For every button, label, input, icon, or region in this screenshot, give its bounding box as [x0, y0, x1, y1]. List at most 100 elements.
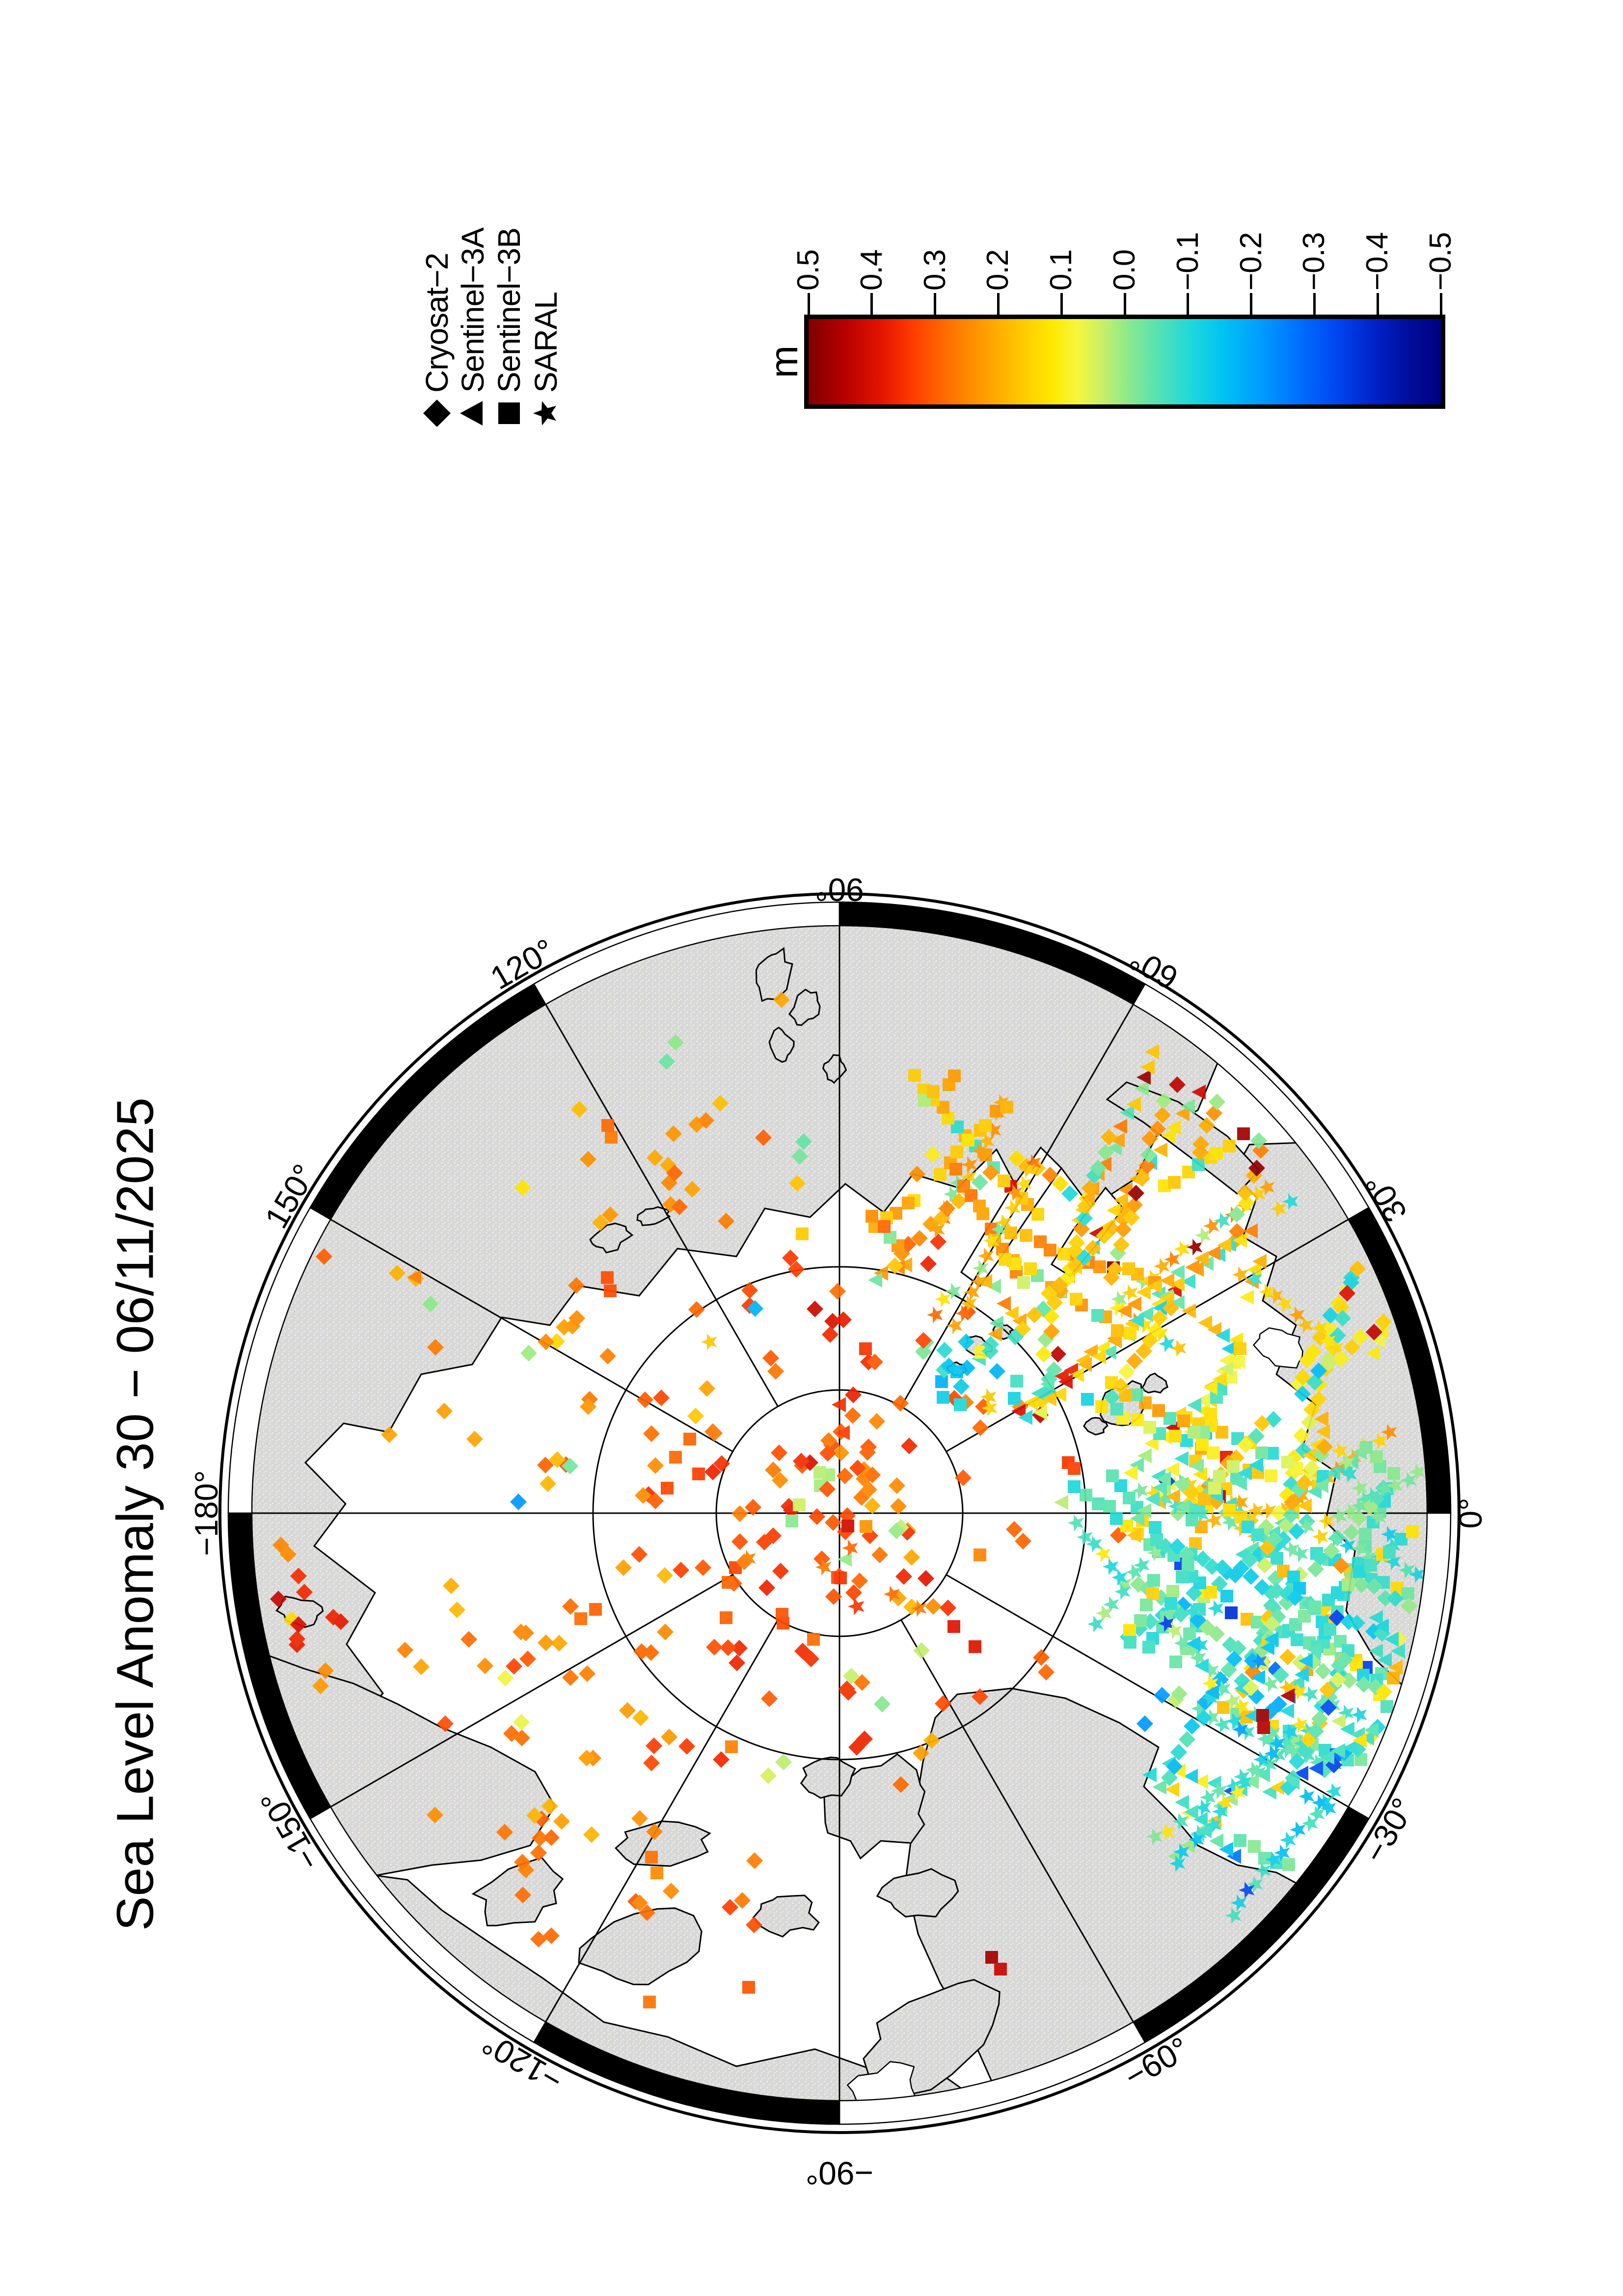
data-point	[945, 1282, 961, 1300]
data-point	[1018, 1410, 1032, 1425]
data-point	[407, 1269, 421, 1285]
data-point	[1112, 1378, 1129, 1394]
data-point	[884, 1231, 896, 1244]
data-point	[1152, 1404, 1165, 1417]
data-point	[1208, 1600, 1224, 1617]
island-severnaya-zemlya-3	[768, 1026, 795, 1063]
data-point	[1111, 1290, 1127, 1308]
island-devon	[876, 1868, 959, 1918]
data-point	[1325, 1783, 1342, 1800]
data-point	[937, 1391, 949, 1404]
data-point	[1153, 1142, 1167, 1158]
data-point	[1349, 1615, 1365, 1631]
data-point	[1255, 1446, 1268, 1459]
data-point	[1149, 1521, 1162, 1534]
data-point	[1114, 1583, 1131, 1601]
data-point	[1401, 1471, 1417, 1489]
colorbar	[804, 315, 1445, 409]
data-point	[982, 1164, 999, 1181]
data-point	[741, 1282, 758, 1299]
data-point	[1122, 1284, 1138, 1302]
data-point	[1242, 1521, 1254, 1533]
data-point	[562, 1669, 579, 1686]
data-point	[1402, 1587, 1414, 1600]
data-point	[1240, 1289, 1254, 1305]
data-point	[819, 1481, 836, 1497]
data-point	[939, 1200, 955, 1217]
data-point	[1113, 1236, 1130, 1253]
data-point	[1204, 1558, 1220, 1575]
data-point	[553, 1813, 570, 1830]
data-point	[1233, 1520, 1249, 1537]
colorbar-tick	[807, 293, 810, 315]
data-point	[868, 1272, 882, 1288]
data-point	[789, 1175, 806, 1192]
data-point	[1006, 1521, 1023, 1538]
data-point	[1154, 1687, 1170, 1704]
data-point	[1163, 1412, 1176, 1425]
data-point	[645, 1851, 658, 1864]
data-point	[1303, 1460, 1320, 1476]
data-point	[1130, 1312, 1144, 1328]
data-point	[1291, 1683, 1307, 1701]
data-point	[1297, 1316, 1313, 1334]
data-point	[692, 1468, 705, 1480]
data-point	[1067, 1257, 1084, 1274]
data-point	[1311, 1319, 1327, 1337]
data-point	[1279, 1741, 1295, 1759]
island-severnaya-zemlya-2	[788, 988, 821, 1026]
data-point	[934, 1168, 947, 1181]
data-point	[1284, 1494, 1300, 1511]
data-point	[1147, 1574, 1160, 1587]
data-point	[1208, 1626, 1225, 1642]
data-point	[920, 1255, 937, 1272]
data-point	[1232, 1266, 1248, 1283]
data-point	[915, 1343, 932, 1360]
data-point	[1182, 1559, 1194, 1572]
data-point	[1360, 1441, 1373, 1454]
data-point	[316, 1248, 332, 1265]
data-point	[1201, 1689, 1217, 1707]
data-point	[1229, 1223, 1245, 1240]
data-point	[1372, 1333, 1386, 1348]
data-point	[1007, 1329, 1024, 1345]
data-point	[650, 1867, 663, 1879]
data-point	[290, 1568, 307, 1584]
data-point	[706, 1425, 723, 1442]
data-point	[1340, 1721, 1354, 1737]
data-point	[1231, 1354, 1245, 1369]
data-point	[1406, 1525, 1419, 1538]
data-point	[1236, 1773, 1252, 1791]
data-point	[935, 1375, 948, 1388]
data-point	[1091, 1309, 1104, 1322]
data-point	[1334, 1310, 1351, 1327]
data-point	[1078, 1357, 1092, 1372]
data-point	[1268, 1582, 1285, 1599]
data-point	[537, 1457, 554, 1473]
data-point	[1110, 1403, 1123, 1415]
data-point	[635, 1487, 651, 1504]
data-point	[1311, 1710, 1328, 1727]
data-point	[1342, 1578, 1354, 1591]
data-point	[902, 1197, 915, 1209]
data-point	[1070, 1293, 1082, 1306]
data-point	[1070, 1367, 1084, 1383]
data-point	[1041, 1285, 1057, 1302]
data-point	[980, 1388, 997, 1406]
data-point	[1175, 1106, 1190, 1121]
data-point	[936, 1342, 953, 1359]
data-point	[1224, 1371, 1237, 1384]
data-point	[1254, 1415, 1271, 1432]
data-point	[1024, 1395, 1038, 1411]
data-point	[443, 1577, 460, 1594]
data-point	[978, 1274, 992, 1289]
data-point	[1198, 1315, 1212, 1331]
data-point	[997, 1296, 1011, 1311]
data-point	[1010, 1375, 1023, 1388]
data-point	[1214, 1212, 1230, 1229]
data-point	[1016, 1175, 1032, 1193]
data-point	[296, 1584, 313, 1601]
data-point	[1161, 1128, 1175, 1144]
data-point	[583, 1826, 600, 1843]
